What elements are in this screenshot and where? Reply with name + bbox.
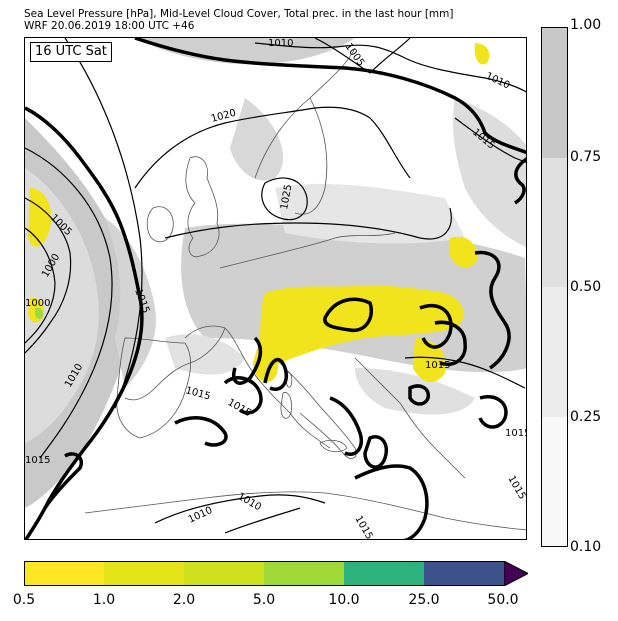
isobar-1015-bold-east-2 xyxy=(474,250,511,370)
precip-tick-label: 50.0 xyxy=(487,592,519,608)
precip-alps-belt xyxy=(259,285,464,364)
cloud-tick-label: 1.00 xyxy=(570,17,602,33)
cloud-cover-layer xyxy=(25,38,526,508)
isobar-1025 xyxy=(261,177,308,221)
isobar-1015-bold-layer xyxy=(25,38,526,539)
isobar-label: 1020 xyxy=(210,108,237,125)
isobar-1000-west xyxy=(25,227,56,344)
isobar-1020 xyxy=(134,106,411,189)
precip-bar-segment xyxy=(184,561,264,586)
ireland-coast xyxy=(146,206,174,243)
isobar-1015-bold-south-west xyxy=(43,452,83,509)
precip-bar-segment xyxy=(424,561,504,586)
precip-tick-label: 1.0 xyxy=(92,592,116,608)
precip-bar-segment xyxy=(104,561,184,586)
cloud-bar-segment xyxy=(542,287,567,417)
cloud-tick-label: 0.50 xyxy=(570,279,602,295)
isobar-label: 1015 xyxy=(425,360,450,371)
isobar-1015-bold-med-1 xyxy=(174,416,228,447)
precip-north xyxy=(474,43,490,65)
isobar-label: 1025 xyxy=(279,184,294,211)
isobar-1015-bold-balkans xyxy=(419,303,467,366)
cloud-cover-colorbar xyxy=(541,27,568,547)
precip-bar-segment xyxy=(344,561,424,586)
isobar-1010-west xyxy=(25,147,113,459)
isobar-1015-west-thin xyxy=(64,38,143,409)
cloud-balkans xyxy=(355,368,475,415)
isobar-label: 1015 xyxy=(226,397,254,419)
precip-colorbar xyxy=(24,561,528,586)
sicily-coast xyxy=(319,439,348,453)
precip-tick-label: 0.5 xyxy=(12,592,36,608)
cloud-central-light xyxy=(275,183,465,244)
precip-bar-segment xyxy=(264,561,344,586)
precip-tick-label: 2.0 xyxy=(172,592,196,608)
isobar-label: 1010 xyxy=(268,38,293,49)
precip-tick-label: 10.0 xyxy=(328,592,360,608)
isobar-1015-bold-east xyxy=(513,157,526,205)
cloud-east xyxy=(453,98,526,248)
isobar-1005-north xyxy=(314,38,411,74)
isobar-1010-med xyxy=(154,494,326,524)
chart-title: Sea Level Pressure [hPa], Mid-Level Clou… xyxy=(24,8,454,20)
isobar-1015-bold-north xyxy=(134,38,526,155)
isobar-label: 1015 xyxy=(505,474,527,502)
precip-atlantic-green xyxy=(34,307,44,319)
cloud-bar-segment xyxy=(542,157,567,287)
isobar-1020-inner xyxy=(164,207,452,240)
cloud-north-top xyxy=(135,38,355,65)
cloud-tick-label: 0.75 xyxy=(570,149,602,165)
precip-bar-extend-arrow xyxy=(504,561,528,586)
isobar-1010-north xyxy=(254,42,526,93)
africa-coast xyxy=(84,491,526,531)
valid-time-badge: 16 UTC Sat xyxy=(30,42,112,62)
cloud-tick-label: 0.25 xyxy=(570,409,602,425)
isobar-1015-bold-africa xyxy=(354,464,429,539)
isobar-1015-bold-med-2 xyxy=(223,376,263,415)
cloud-tick-label: 0.10 xyxy=(570,539,602,555)
isobar-1015-east xyxy=(404,356,526,389)
isobar-1005-west xyxy=(25,197,72,354)
isobar-1015-bold-alps xyxy=(323,297,373,333)
coastline-layer xyxy=(84,47,526,531)
isobar-label: 1010 xyxy=(484,71,512,92)
precip-tick-label: 5.0 xyxy=(252,592,276,608)
precip-east xyxy=(450,236,478,268)
isobar-label: 1015 xyxy=(505,428,527,439)
weather-map: 1010 1005 1010 1015 1020 1025 1005 1000 … xyxy=(24,37,527,540)
cloud-bar-segment xyxy=(542,28,567,158)
isobar-label: 1000 xyxy=(25,298,50,309)
precip-tick-label: 25.0 xyxy=(408,592,440,608)
run-info: WRF 20.06.2019 18:00 UTC +46 xyxy=(24,20,195,32)
isobar-1015-north xyxy=(454,117,526,163)
isobar-1015-bold-west xyxy=(25,106,144,539)
balkans-coast xyxy=(354,357,466,479)
isobar-1010-med-2 xyxy=(224,507,301,534)
isobar-label: 1010 xyxy=(236,491,264,513)
isobar-1015-bold-adriatic xyxy=(408,384,430,406)
isobar-layer xyxy=(25,38,526,534)
cloud-scandinavia xyxy=(230,98,284,181)
cloud-west-strip xyxy=(105,218,156,388)
isobar-label: 1015 xyxy=(184,385,211,402)
isobar-label: 1015 xyxy=(352,514,374,540)
uk-coast xyxy=(185,156,220,258)
isobar-label: 1010 xyxy=(187,505,215,526)
isobar-1015-bold-turkey xyxy=(478,395,508,429)
isobar-1015-bold-italy-south xyxy=(329,396,363,456)
precip-bar-segment xyxy=(24,561,104,586)
sardinia-coast xyxy=(280,392,292,419)
iberia-coast xyxy=(116,337,192,439)
scandinavia-coast xyxy=(254,47,356,215)
isobar-1015-bold-greece xyxy=(363,435,388,469)
continent-coast xyxy=(124,232,396,449)
precip-balkans xyxy=(413,338,446,383)
isobar-label: 1015 xyxy=(25,455,50,466)
cloud-bar-segment xyxy=(542,416,567,546)
